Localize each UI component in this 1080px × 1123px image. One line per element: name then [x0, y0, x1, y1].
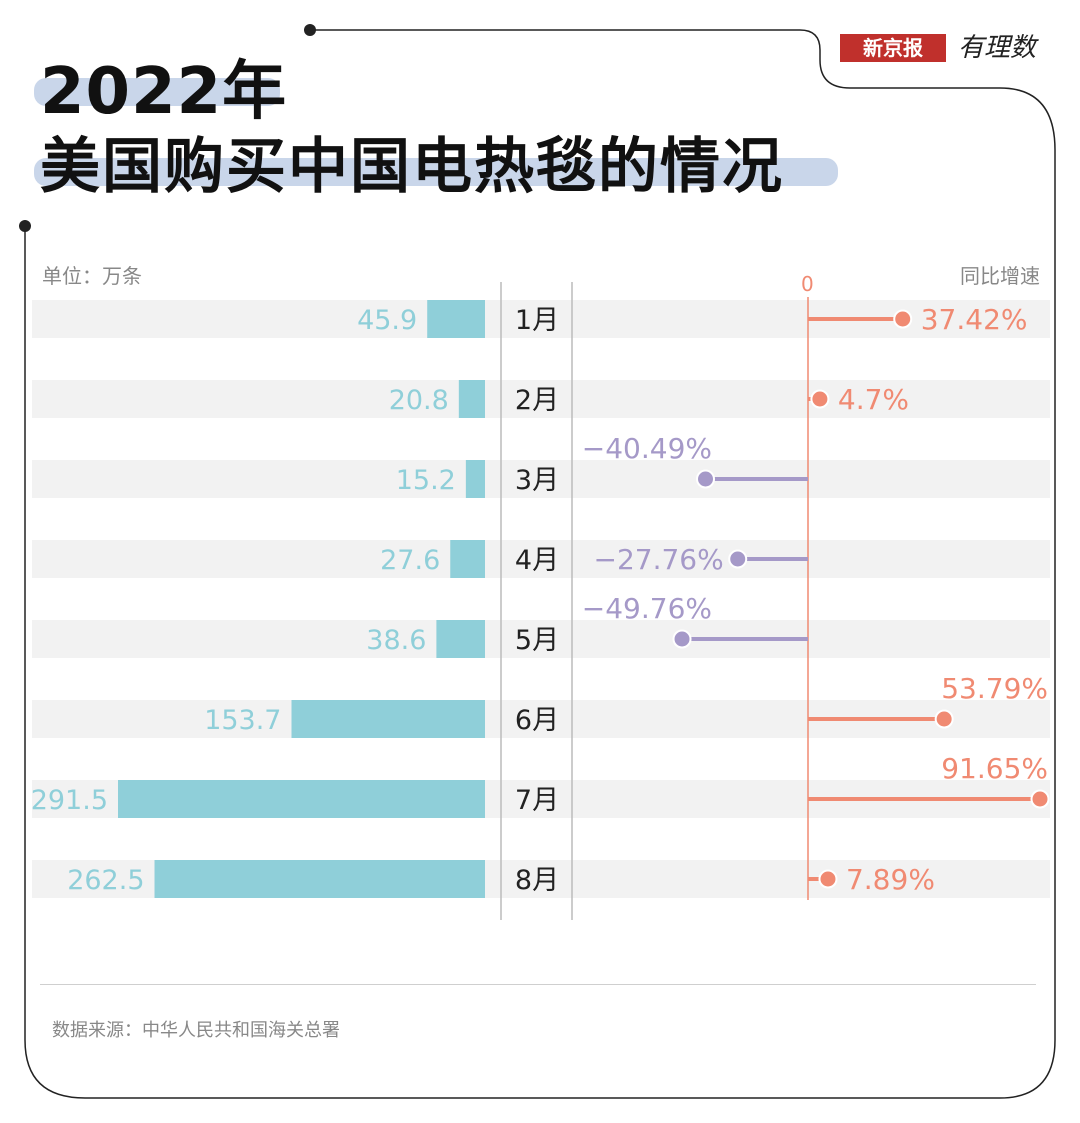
brand-sub-logo: 有理数 — [958, 33, 1037, 63]
month-label: 3月 — [515, 465, 559, 496]
row-background — [32, 540, 1050, 578]
quantity-label: 20.8 — [389, 385, 449, 416]
growth-label: 91.65% — [941, 752, 1048, 785]
growth-label: 4.7% — [838, 383, 909, 416]
growth-dot — [1030, 789, 1050, 809]
source-note: 数据来源：中华人民共和国海关总署 — [52, 1020, 340, 1041]
growth-dot — [818, 869, 838, 889]
quantity-label: 291.5 — [31, 785, 108, 816]
row-background — [32, 380, 1050, 418]
growth-label: 53.79% — [941, 672, 1048, 705]
growth-dot — [696, 469, 716, 489]
title-year: 2022年 — [40, 55, 288, 129]
quantity-bar — [436, 620, 485, 658]
quantity-label: 45.9 — [357, 305, 417, 336]
month-label: 5月 — [515, 625, 559, 656]
month-label: 2月 — [515, 385, 559, 416]
growth-dot — [934, 709, 954, 729]
quantity-bar — [450, 540, 485, 578]
month-label: 6月 — [515, 705, 559, 736]
growth-dot — [672, 629, 692, 649]
quantity-label: 38.6 — [366, 625, 426, 656]
divider — [40, 984, 1036, 985]
quantity-bar — [118, 780, 485, 818]
growth-label: 同比增速 — [960, 264, 1040, 288]
quantity-label: 153.7 — [204, 705, 281, 736]
title-highlight — [34, 158, 838, 186]
brand-logo: 新京报 — [840, 34, 946, 62]
growth-label: 37.42% — [921, 303, 1028, 336]
growth-label: −49.76% — [582, 592, 712, 625]
quantity-bar — [465, 460, 485, 498]
page-title: 美国购买中国电热毯的情况 — [40, 132, 784, 202]
quantity-bar — [427, 300, 485, 338]
quantity-label: 262.5 — [67, 865, 144, 896]
growth-dot — [728, 549, 748, 569]
month-label: 8月 — [515, 865, 559, 896]
row-background — [32, 620, 1050, 658]
quantity-bar — [458, 380, 485, 418]
quantity-bar — [154, 860, 485, 898]
zero-axis-label: 0 — [801, 272, 814, 296]
month-label: 1月 — [515, 305, 559, 336]
quantity-label: 27.6 — [380, 545, 440, 576]
growth-dot — [810, 389, 830, 409]
growth-label: 7.89% — [846, 863, 935, 896]
quantity-label: 15.2 — [396, 465, 456, 496]
month-label: 7月 — [515, 785, 559, 816]
growth-label: −40.49% — [582, 432, 712, 465]
month-label: 4月 — [515, 545, 559, 576]
title-highlight — [34, 78, 280, 106]
quantity-bar — [291, 700, 485, 738]
growth-dot — [893, 309, 913, 329]
unit-label: 单位：万条 — [42, 264, 142, 288]
growth-label: −27.76% — [593, 543, 723, 576]
row-background — [32, 460, 1050, 498]
